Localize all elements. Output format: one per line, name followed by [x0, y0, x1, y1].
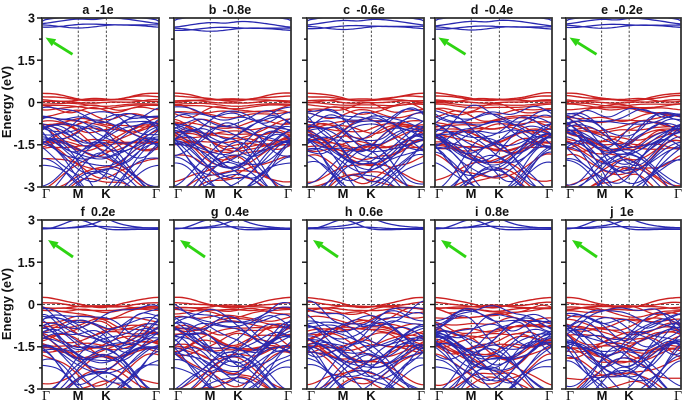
svg-text:Energy (eV): Energy (eV) [0, 268, 14, 340]
svg-text:M: M [338, 388, 349, 402]
svg-text:Γ: Γ [417, 389, 425, 402]
svg-text:K: K [366, 388, 376, 402]
svg-text:Γ: Γ [152, 389, 160, 402]
svg-text:Energy (eV): Energy (eV) [0, 66, 14, 138]
svg-text:M: M [73, 388, 84, 402]
svg-text:0: 0 [28, 298, 35, 312]
svg-text:Γ: Γ [174, 187, 182, 202]
svg-text:-3: -3 [24, 181, 35, 195]
svg-text:M: M [205, 186, 216, 201]
svg-text:b -0.8e: b -0.8e [209, 3, 251, 17]
svg-text:3: 3 [28, 12, 35, 26]
svg-text:f 0.2e: f 0.2e [81, 205, 116, 219]
svg-text:Γ: Γ [284, 187, 292, 202]
svg-text:M: M [338, 186, 349, 201]
svg-text:3: 3 [28, 214, 35, 228]
svg-text:Γ: Γ [674, 187, 682, 202]
svg-text:M: M [466, 186, 477, 201]
svg-text:K: K [624, 388, 634, 402]
svg-text:K: K [494, 186, 504, 201]
svg-text:Γ: Γ [435, 187, 443, 202]
svg-text:Γ: Γ [545, 389, 553, 402]
svg-text:d -0.4e: d -0.4e [471, 3, 513, 17]
svg-text:K: K [624, 186, 634, 201]
svg-text:Γ: Γ [42, 187, 50, 202]
svg-text:Γ: Γ [42, 389, 50, 402]
svg-text:Γ: Γ [307, 187, 315, 202]
svg-text:K: K [494, 388, 504, 402]
svg-text:0: 0 [28, 96, 35, 110]
svg-text:1.5: 1.5 [18, 256, 35, 270]
svg-text:Γ: Γ [674, 389, 682, 402]
svg-text:K: K [233, 388, 243, 402]
svg-text:i 0.8e: i 0.8e [475, 205, 509, 219]
svg-text:Γ: Γ [174, 389, 182, 402]
svg-text:-1.5: -1.5 [13, 340, 35, 354]
svg-text:K: K [101, 186, 111, 201]
svg-text:a -1e: a -1e [82, 3, 113, 17]
svg-text:M: M [597, 186, 608, 201]
svg-text:j 1e: j 1e [609, 205, 634, 219]
svg-text:M: M [205, 388, 216, 402]
svg-text:Γ: Γ [284, 389, 292, 402]
svg-text:e -0.2e: e -0.2e [601, 3, 643, 17]
svg-text:M: M [597, 388, 608, 402]
svg-text:h 0.6e: h 0.6e [345, 205, 383, 219]
svg-text:Γ: Γ [307, 389, 315, 402]
svg-text:M: M [466, 388, 477, 402]
svg-text:Γ: Γ [417, 187, 425, 202]
svg-text:g 0.4e: g 0.4e [211, 205, 249, 219]
svg-text:Γ: Γ [435, 389, 443, 402]
svg-text:-1.5: -1.5 [13, 138, 35, 152]
svg-text:c -0.6e: c -0.6e [343, 3, 385, 17]
svg-text:Γ: Γ [566, 187, 574, 202]
svg-text:K: K [366, 186, 376, 201]
svg-text:Γ: Γ [566, 389, 574, 402]
svg-text:K: K [101, 388, 111, 402]
svg-text:Γ: Γ [545, 187, 553, 202]
svg-text:-3: -3 [24, 383, 35, 397]
svg-text:1.5: 1.5 [18, 54, 35, 68]
svg-text:Γ: Γ [152, 187, 160, 202]
svg-text:M: M [73, 186, 84, 201]
svg-text:K: K [233, 186, 243, 201]
